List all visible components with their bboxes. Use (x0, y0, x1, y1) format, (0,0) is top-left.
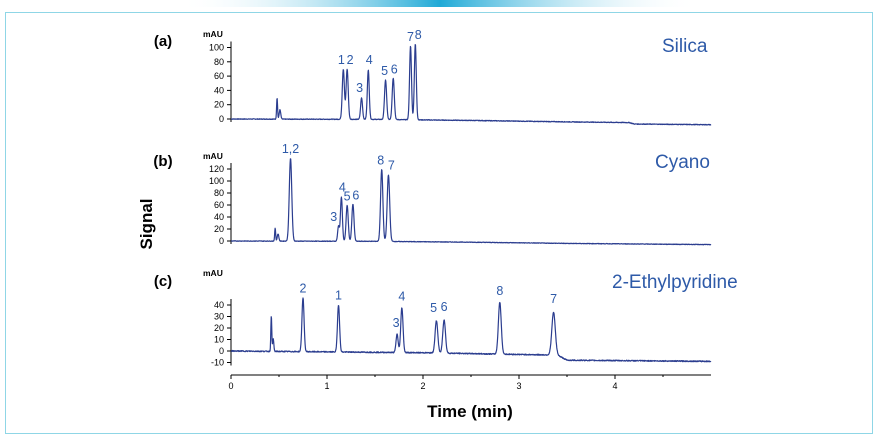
y-tick-label: 60 (214, 71, 224, 81)
y-tick-label: 30 (214, 312, 224, 322)
peak-label: 3 (330, 210, 337, 224)
peak-label: 4 (366, 53, 373, 67)
panel-tag: (c) (154, 273, 172, 290)
peak-label: 3 (356, 81, 363, 95)
y-tick-label: 40 (214, 85, 224, 95)
x-tick-label: 4 (612, 381, 617, 391)
y-tick-label: 20 (214, 100, 224, 110)
y-tick-label: 100 (209, 176, 224, 186)
peak-label: 8 (377, 154, 384, 168)
y-tick-label: 60 (214, 200, 224, 210)
signal-trace (230, 158, 712, 246)
peak-label: 6 (352, 188, 359, 202)
y-tick-label: 10 (214, 335, 224, 345)
peak-label: 7 (388, 158, 395, 172)
panel-b: (b) Cyano mAU 0 20 40 60 80 100 120 1,2 3 45 6 8 7 (153, 142, 712, 246)
y-unit-label: mAU (203, 151, 223, 161)
panel-tag: (b) (153, 153, 172, 170)
peak-label: 6 (441, 300, 448, 314)
y-tick-label: 20 (214, 323, 224, 333)
peak-label: 5 (381, 64, 388, 78)
figure-border (5, 12, 873, 434)
x-tick-label: 0 (228, 381, 233, 391)
y-tick-label: -10 (211, 358, 224, 368)
peak-label: 8 (415, 28, 422, 42)
top-banner (180, 0, 700, 7)
peak-label: 5 (430, 301, 437, 315)
panel-tag: (a) (154, 33, 172, 50)
peak-label: 4 (398, 290, 405, 304)
peak-label: 2 (347, 53, 354, 67)
signal-trace (230, 44, 712, 126)
y-tick-label: 0 (219, 114, 224, 124)
peak-label: 4 (339, 181, 346, 195)
peak-label: 5 (344, 190, 351, 204)
signal-trace (230, 297, 712, 363)
y-tick-label: 40 (214, 212, 224, 222)
x-tick-label: 2 (420, 381, 425, 391)
y-tick-label: 40 (214, 300, 224, 310)
peak-label: 1 (335, 289, 342, 303)
y-tick-label: 80 (214, 57, 224, 67)
peak-label: 1,2 (282, 142, 299, 156)
peak-label: 7 (550, 292, 557, 306)
phase-label: 2-Ethylpyridine (612, 272, 738, 293)
y-tick-label: 100 (209, 43, 224, 53)
y-axis-title: Signal (137, 198, 156, 249)
y-tick-label: 80 (214, 188, 224, 198)
y-tick-label: 120 (209, 164, 224, 174)
peak-label: 3 (393, 316, 400, 330)
y-unit-label: mAU (203, 268, 223, 278)
y-unit-label: mAU (203, 29, 223, 39)
peak-label: 1 (338, 53, 345, 67)
peak-label: 2 (300, 282, 307, 296)
y-tick-label: 0 (219, 236, 224, 246)
y-tick-label: 20 (214, 224, 224, 234)
x-axis: 0 1 2 3 4 (228, 374, 711, 391)
phase-label: Silica (662, 36, 708, 57)
peak-label: 8 (496, 284, 503, 298)
phase-label: Cyano (655, 152, 710, 173)
x-axis-title: Time (min) (427, 402, 513, 421)
x-tick-label: 3 (516, 381, 521, 391)
x-tick-label: 1 (324, 381, 329, 391)
peak-label: 7 (407, 30, 414, 44)
peak-label: 6 (391, 62, 398, 76)
y-tick-label: 0 (219, 346, 224, 356)
